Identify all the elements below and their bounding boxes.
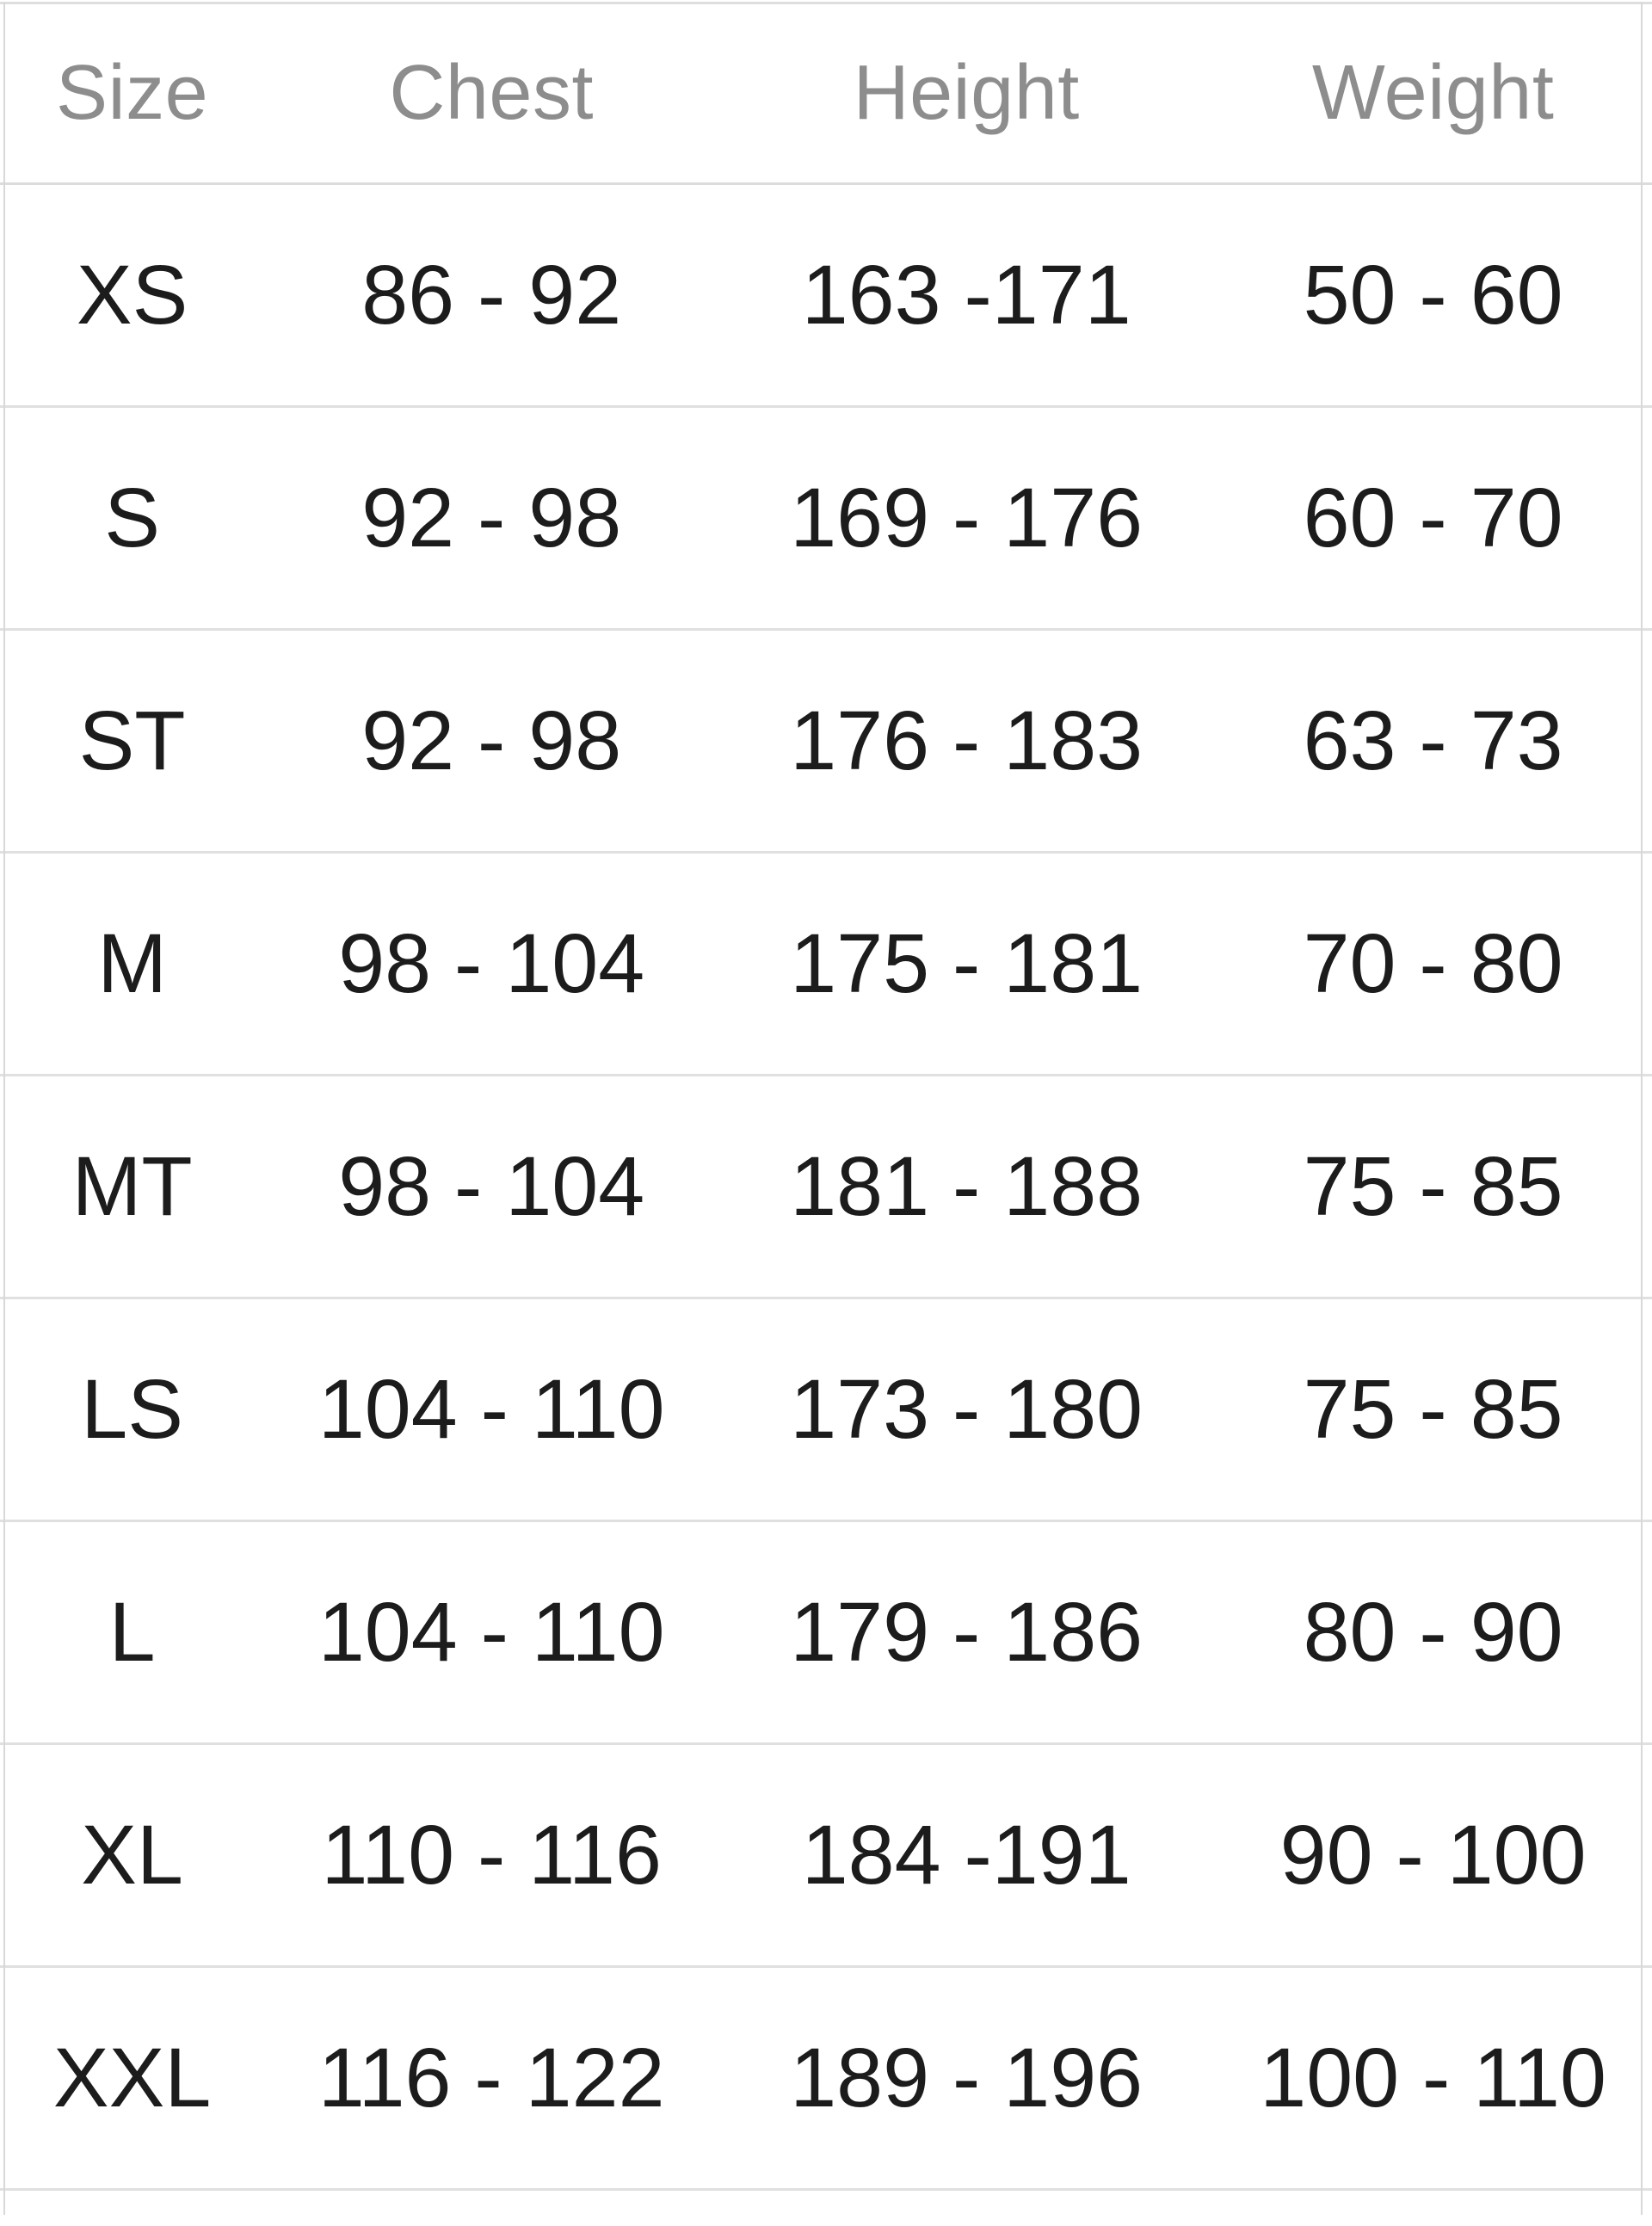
weight-cell: 90 - 100: [1279, 1808, 1587, 1902]
size-cell: S: [104, 471, 160, 564]
size-cell: L: [108, 1585, 156, 1679]
table-row-mt: MT 98 - 104 181 - 188 75 - 85: [0, 1076, 1652, 1298]
size-cell: MT: [71, 1139, 193, 1233]
size-cell: XS: [76, 248, 188, 342]
table-row-s: S 92 - 98 169 - 176 60 - 70: [0, 407, 1652, 630]
size-cell: XL: [81, 1808, 183, 1902]
chest-cell: 110 - 116: [321, 1808, 662, 1902]
table-row-st: ST 92 - 98 176 - 183 63 - 73: [0, 630, 1652, 853]
column-header-height: Height: [853, 50, 1080, 136]
weight-cell: 60 - 70: [1303, 471, 1563, 564]
weight-cell: 100 - 110: [1260, 2031, 1606, 2124]
header-row: Size Chest Height Weight: [0, 3, 1652, 184]
weight-cell: 70 - 80: [1303, 916, 1563, 1010]
column-header-chest: Chest: [389, 50, 594, 136]
table-row-ls: LS 104 - 110 173 - 180 75 - 85: [0, 1298, 1652, 1521]
height-cell: 169 - 176: [790, 471, 1143, 564]
table-row-xxl: XXL 116 - 122 189 - 196 100 - 110: [0, 1967, 1652, 2190]
chest-cell: 98 - 104: [338, 1139, 645, 1233]
column-header-weight: Weight: [1311, 50, 1555, 136]
table-right-border: [1641, 2, 1643, 2215]
weight-cell: 75 - 85: [1303, 1139, 1563, 1233]
weight-cell: 75 - 85: [1303, 1362, 1563, 1456]
height-cell: 189 - 196: [790, 2031, 1143, 2124]
chest-cell: 98 - 104: [338, 916, 645, 1010]
chest-cell: 92 - 98: [361, 471, 622, 564]
height-cell: 181 - 188: [790, 1139, 1143, 1233]
size-cell: XXL: [52, 2031, 212, 2124]
height-cell: 184 -191: [801, 1808, 1131, 1902]
weight-cell: 50 - 60: [1303, 248, 1563, 342]
chest-cell: 104 - 110: [317, 1585, 665, 1679]
table-row-xl: XL 110 - 116 184 -191 90 - 100: [0, 1744, 1652, 1967]
size-cell: ST: [78, 694, 186, 787]
height-cell: 175 - 181: [790, 916, 1143, 1010]
table-row-xs: XS 86 - 92 163 -171 50 - 60: [0, 184, 1652, 407]
size-cell: M: [97, 916, 167, 1010]
chest-cell: 104 - 110: [317, 1362, 665, 1456]
table-row-l: L 104 - 110 179 - 186 80 - 90: [0, 1521, 1652, 1744]
chest-cell: 92 - 98: [361, 694, 622, 787]
height-cell: 179 - 186: [790, 1585, 1143, 1679]
size-cell: LS: [81, 1362, 183, 1456]
height-cell: 173 - 180: [790, 1362, 1143, 1456]
table-row-m: M 98 - 104 175 - 181 70 - 80: [0, 853, 1652, 1076]
weight-cell: 80 - 90: [1303, 1585, 1563, 1679]
chest-cell: 86 - 92: [361, 248, 622, 342]
height-cell: 163 -171: [801, 248, 1131, 342]
height-cell: 176 - 183: [790, 694, 1143, 787]
table-left-border: [3, 2, 5, 2215]
chest-cell: 116 - 122: [317, 2031, 665, 2124]
column-header-size: Size: [56, 50, 209, 136]
weight-cell: 63 - 73: [1303, 694, 1563, 787]
